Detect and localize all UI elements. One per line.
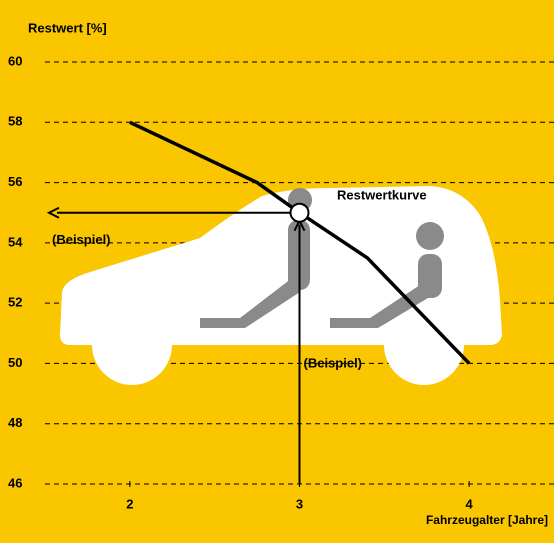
y-tick-label: 52 (8, 295, 22, 310)
chart: Restwert [%] Fahrzeugalter [Jahre] Restw… (0, 0, 554, 543)
example-point (291, 204, 309, 222)
y-tick-label: 58 (8, 114, 22, 129)
example-label: (Beispiel) (304, 355, 363, 370)
car-illustration (60, 186, 502, 385)
y-tick-label: 54 (8, 234, 23, 249)
y-tick-label: 60 (8, 53, 22, 68)
curve-label: Restwertkurve (337, 187, 427, 202)
x-tick-label: 2 (126, 496, 133, 511)
y-axis-label: Restwert [%] (28, 20, 107, 35)
x-tick-label: 4 (466, 496, 474, 511)
example-label: (Beispiel) (52, 232, 111, 247)
x-axis-label: Fahrzeugalter [Jahre] (426, 513, 548, 527)
y-tick-label: 48 (8, 415, 22, 430)
x-tick-label: 3 (296, 496, 303, 511)
y-tick-label: 56 (8, 174, 22, 189)
y-tick-label: 50 (8, 355, 22, 370)
y-tick-label: 46 (8, 475, 22, 490)
